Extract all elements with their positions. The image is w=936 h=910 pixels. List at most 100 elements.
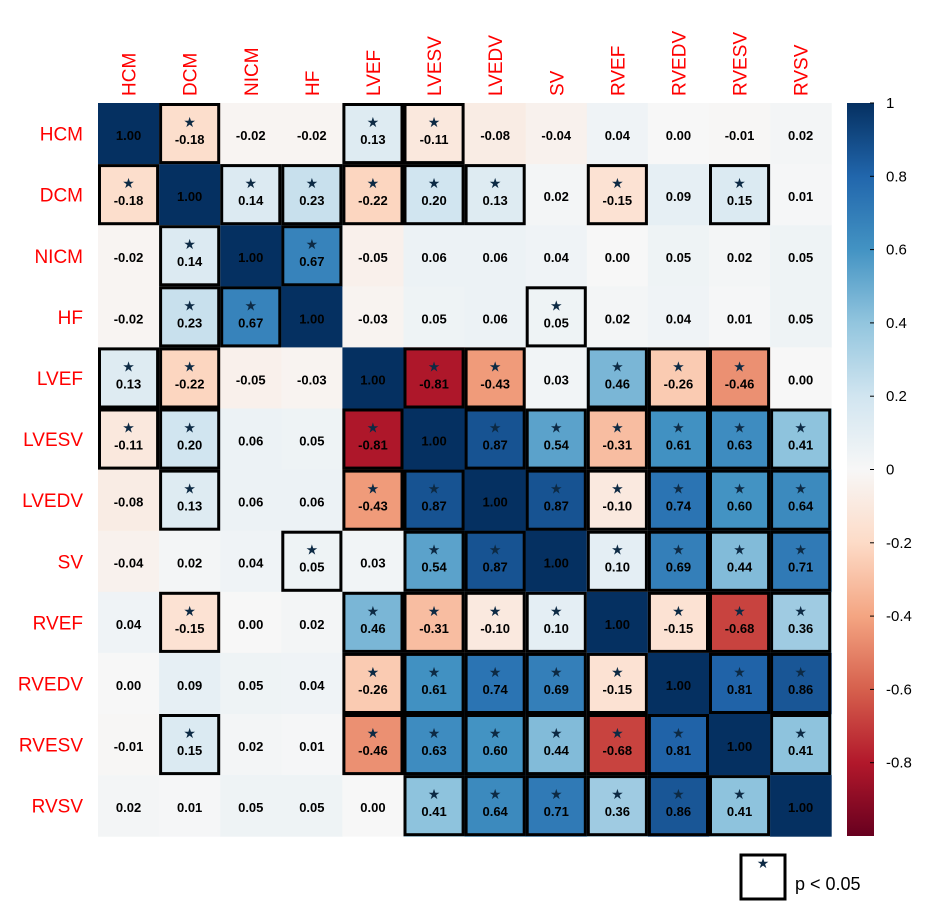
star-icon: ★: [428, 358, 441, 374]
cell-value: 0.46: [605, 376, 630, 391]
significance-box: [464, 164, 526, 226]
heatmap-cell: [403, 347, 466, 409]
cell-value: 0.04: [544, 250, 570, 265]
column-label: HCM: [120, 53, 141, 96]
heatmap-cell: [403, 775, 466, 837]
significance-box: [159, 469, 221, 531]
heatmap-cell: [586, 652, 649, 715]
star-icon: ★: [183, 420, 196, 436]
heatmap-cell: [403, 103, 466, 165]
star-icon: ★: [428, 664, 441, 680]
significance-box: [403, 103, 465, 165]
significance-box: [464, 775, 526, 837]
star-icon: ★: [672, 420, 685, 436]
heatmap-cell: [586, 469, 649, 532]
significance-box: [647, 469, 710, 531]
significance-box: [159, 591, 221, 653]
cell-value: -0.03: [297, 372, 327, 387]
cell-value: -0.68: [725, 621, 755, 636]
star-icon: ★: [428, 114, 441, 130]
star-icon: ★: [428, 725, 441, 741]
star-icon: ★: [550, 603, 563, 619]
heatmap-cell: [770, 714, 832, 776]
star-icon: ★: [733, 542, 746, 558]
significance-box: [709, 164, 771, 226]
heatmap-cell: [403, 714, 466, 776]
cell-value: 1.00: [238, 250, 263, 265]
cell-value: 0.13: [116, 376, 141, 391]
heatmap-cell: [342, 469, 404, 532]
heatmap-cells: [98, 103, 832, 837]
heatmap-cell: [586, 225, 649, 287]
cell-value: 1.00: [605, 617, 630, 632]
row-label: RVESV: [19, 736, 83, 757]
column-label: LVESV: [425, 36, 446, 96]
cell-value: 0.41: [788, 438, 813, 453]
row-label: HCM: [40, 125, 83, 146]
cell-value: 0.03: [544, 372, 569, 387]
cell-value: 0.01: [177, 800, 202, 815]
heatmap-cell: [342, 286, 404, 348]
heatmap-cell: [98, 469, 160, 532]
cell-value: 0.02: [788, 128, 813, 143]
cell-value: 0.41: [421, 804, 446, 819]
heatmap-cell: [647, 775, 710, 837]
star-icon: ★: [489, 786, 502, 802]
heatmap-cell: [770, 347, 832, 409]
cell-value: 0.44: [727, 560, 753, 575]
star-icon: ★: [306, 236, 319, 252]
heatmap-cell: [220, 164, 282, 226]
column-label: RVEF: [608, 46, 629, 96]
heatmap-cell: [159, 408, 221, 471]
column-label: LVEDV: [486, 35, 507, 96]
heatmap-cell: [342, 347, 404, 409]
heatmap-cell: [770, 408, 832, 471]
star-icon: ★: [489, 725, 502, 741]
cell-value: -0.03: [358, 311, 388, 326]
significance-box: [770, 469, 832, 531]
heatmap-cell: [342, 164, 404, 226]
cell-value: 0.05: [299, 800, 324, 815]
cell-value: 0.41: [727, 804, 752, 819]
heatmap-cell: [98, 164, 160, 226]
cell-value: 0.06: [482, 250, 507, 265]
cell-value: 0.14: [238, 193, 264, 208]
heatmap-cell: [647, 714, 710, 776]
heatmap-cell: [525, 530, 588, 593]
cell-value: 0.02: [299, 617, 324, 632]
heatmap-cell: [464, 469, 527, 532]
cell-value: 0.00: [605, 250, 630, 265]
heatmap-cell: [281, 469, 343, 532]
heatmap-cell: [770, 164, 832, 226]
star-icon: ★: [611, 175, 624, 191]
star-icon: ★: [183, 603, 196, 619]
star-icon: ★: [367, 725, 380, 741]
cell-value: 0.67: [299, 254, 324, 269]
star-icon: ★: [550, 420, 563, 436]
significance-box: [586, 652, 648, 715]
significance-box: [342, 103, 404, 165]
cell-value: -0.11: [420, 132, 449, 147]
heatmap-cell: [342, 530, 404, 593]
heatmap-cell: [98, 286, 160, 348]
heatmap-cell: [159, 469, 221, 532]
cell-value: -0.05: [358, 250, 388, 265]
significance-box: [403, 347, 465, 409]
heatmap-cell: [98, 591, 160, 654]
star-icon: ★: [794, 481, 807, 497]
cell-value: 0.54: [544, 438, 570, 453]
significance-box: [586, 775, 648, 837]
significance-box: [709, 775, 771, 837]
heatmap-cell: [709, 652, 771, 715]
cell-value: 0.15: [177, 743, 202, 758]
row-label: HF: [58, 308, 83, 329]
significance-box: [647, 347, 710, 409]
heatmap-cell: [342, 408, 404, 471]
heatmap-cell: [525, 286, 588, 348]
cell-value: -0.31: [603, 438, 633, 453]
star-icon: ★: [183, 358, 196, 374]
heatmap-cell: [281, 775, 343, 837]
significance-box: [464, 714, 526, 776]
cell-value: 0.74: [666, 499, 692, 514]
heatmap-cell: [159, 714, 221, 776]
